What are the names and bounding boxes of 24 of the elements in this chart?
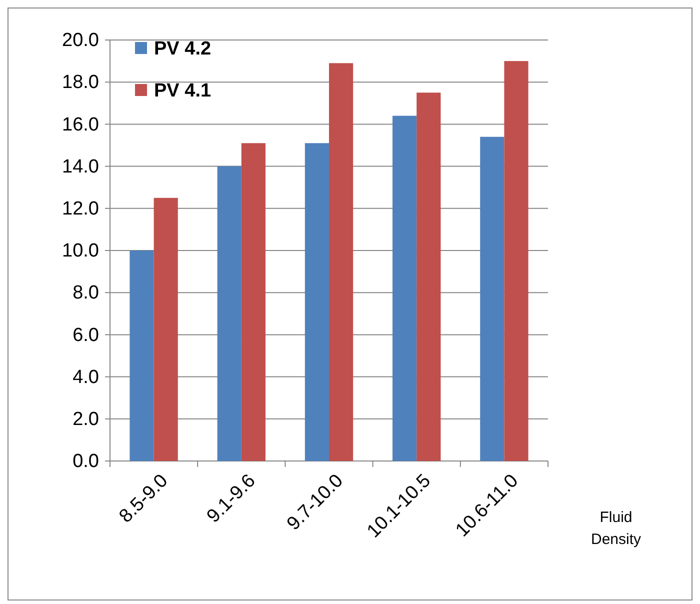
bar — [329, 63, 354, 461]
bar — [304, 143, 329, 461]
bar — [392, 116, 417, 461]
y-tick-label: 12.0 — [62, 198, 99, 220]
bar — [416, 92, 441, 461]
bar — [241, 143, 266, 461]
bar — [217, 166, 242, 461]
bar — [480, 136, 504, 461]
y-tick-label: 0.0 — [72, 451, 99, 472]
y-tick-label: 16.0 — [62, 114, 99, 136]
x-axis-title: Fluid Density — [590, 509, 642, 548]
y-tick-label: 18.0 — [62, 72, 99, 94]
bar — [154, 198, 178, 461]
y-tick-label: 4.0 — [72, 366, 99, 388]
y-tick-label: 2.0 — [72, 408, 99, 430]
y-tick-label: 10.0 — [62, 240, 99, 262]
y-tick-label: 14.0 — [62, 156, 99, 178]
legend-label: PV 4.1 — [154, 80, 212, 102]
y-tick-label: 6.0 — [72, 324, 99, 346]
bar — [504, 61, 528, 461]
y-tick-label: 20.0 — [62, 30, 99, 52]
legend-label: PV 4.2 — [154, 38, 212, 60]
y-tick-label: 8.0 — [72, 282, 99, 304]
bar — [130, 250, 154, 461]
